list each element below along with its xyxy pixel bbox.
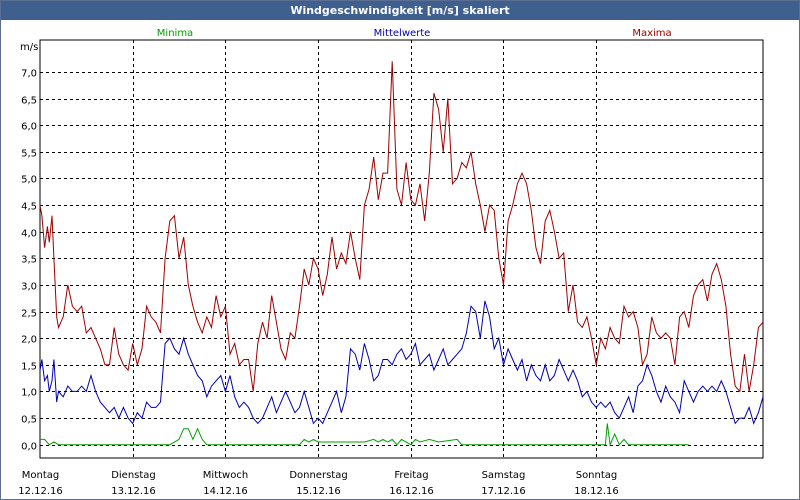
- y-tick-label: 1,5: [21, 362, 37, 373]
- x-tick-day: Donnerstag: [289, 470, 347, 481]
- y-tick-label: 6,5: [21, 96, 37, 107]
- y-tick-label: 4,5: [21, 202, 37, 213]
- x-tick-date: 17.12.16: [481, 486, 526, 497]
- y-tick-label: 4,0: [21, 229, 37, 240]
- y-tick-label: 3,0: [21, 282, 37, 293]
- y-tick-label: 0,0: [21, 442, 37, 453]
- x-tick-day: Mittwoch: [203, 470, 248, 481]
- x-tick-date: 12.12.16: [18, 486, 63, 497]
- x-tick-day: Dienstag: [111, 470, 156, 481]
- y-tick-label: 1,0: [21, 388, 37, 399]
- series-line-maxima: [39, 61, 764, 393]
- y-tick-label: 2,5: [21, 309, 37, 320]
- plot-area: [39, 39, 764, 459]
- series-lines: [39, 61, 764, 447]
- y-tick-label: 5,5: [21, 149, 37, 160]
- y-tick-label: 7,0: [21, 69, 37, 80]
- series-line-mittelwerte: [39, 300, 764, 425]
- y-tick-label: 6,0: [21, 122, 37, 133]
- y-tick-label: 0,5: [21, 415, 37, 426]
- x-tick-day: Sonntag: [576, 470, 618, 481]
- x-tick-date: 15.12.16: [296, 486, 341, 497]
- grid: [40, 40, 763, 458]
- x-tick-date: 13.12.16: [111, 486, 156, 497]
- x-tick-day: Freitag: [394, 470, 428, 481]
- y-axis-label: m/s: [20, 42, 38, 53]
- legend: Minima Mittelwerte Maxima: [157, 28, 672, 39]
- x-tick-date: 16.12.16: [389, 486, 434, 497]
- y-tick-label: 5,0: [21, 175, 37, 186]
- legend-maxima: Maxima: [632, 28, 671, 39]
- x-tick-day: Samstag: [482, 470, 526, 481]
- legend-mittelwerte: Mittelwerte: [374, 28, 431, 39]
- x-tick-date: 14.12.16: [203, 486, 248, 497]
- y-tick-label: 2,0: [21, 335, 37, 346]
- legend-minima: Minima: [157, 28, 193, 39]
- axes: 0,0 0,5 1,0 1,5 2,0 2,5 3,0 3,5 4,0 4,5 5,0 5,5 6,0 6…: [18, 39, 764, 497]
- x-tick-date: 18.12.16: [574, 486, 619, 497]
- series-line-minima: [40, 423, 689, 447]
- y-tick-label: 3,5: [21, 255, 37, 266]
- chart-title: Windgeschwindigkeit [m/s] skaliert: [1, 1, 799, 20]
- x-tick-day: Montag: [22, 470, 59, 481]
